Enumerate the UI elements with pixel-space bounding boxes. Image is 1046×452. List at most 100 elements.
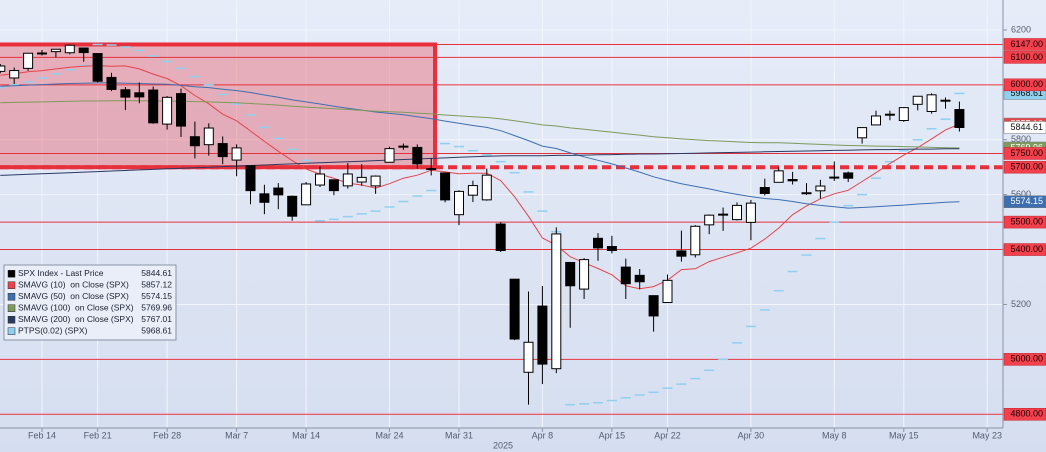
candle-body [481, 174, 492, 201]
legend-value: 5574.15 [141, 291, 172, 301]
candle-body [134, 92, 145, 98]
candle-body [259, 193, 270, 203]
legend-box [3, 264, 177, 341]
candle-body [92, 53, 103, 82]
candle-body [912, 95, 923, 105]
y-tick-label: 6200 [1011, 24, 1031, 34]
legend: SPX Index - Last Price 5844.61 SMAVG (10) … [3, 264, 177, 341]
candle-body [454, 190, 464, 216]
candle-body [551, 233, 562, 370]
candle-body [857, 127, 868, 139]
candle-body [162, 96, 173, 125]
moving-average-line [0, 148, 960, 176]
candle-body [801, 192, 812, 195]
level-box [1003, 147, 1046, 160]
candle-body [440, 172, 451, 201]
level-label: 5400.00 [1010, 244, 1043, 254]
legend-value: 5857.12 [141, 280, 172, 290]
candle-body [203, 127, 214, 146]
plot-area [0, 0, 1003, 428]
candle-body [120, 89, 131, 98]
level-label: 6100.00 [1010, 52, 1043, 62]
x-tick-label: Apr 22 [654, 430, 681, 440]
candle-body [898, 107, 909, 122]
candle-body [426, 168, 437, 171]
candle-body [356, 176, 367, 183]
candle-body [176, 93, 186, 127]
x-tick-label: Feb 21 [84, 430, 112, 440]
legend-value: 5767.01 [141, 314, 172, 324]
legend-swatch [7, 281, 16, 289]
candle-body [315, 173, 325, 186]
level-box [1003, 78, 1046, 92]
moving-average-line [0, 100, 960, 149]
x-tick-label: May 23 [972, 430, 1002, 440]
legend-value: 5769.96 [141, 303, 172, 313]
candle-body [509, 278, 520, 340]
value-box-label: 5844.61 [1010, 122, 1043, 132]
candle-body [398, 145, 409, 148]
candle-body [467, 185, 478, 196]
candle-body [718, 213, 729, 216]
candle-body [579, 259, 590, 290]
candle-body [634, 274, 645, 283]
candle-body [495, 223, 506, 252]
candle-body [871, 115, 881, 126]
candle-body [342, 173, 353, 187]
candle-body [50, 48, 61, 53]
level-label: 6147.00 [1010, 39, 1043, 49]
candle-body [231, 147, 242, 161]
candle-body [787, 179, 798, 182]
candle-body [745, 202, 756, 223]
y-tick-label: 5200 [1011, 299, 1031, 309]
candle-body [606, 246, 617, 251]
value-box [1003, 121, 1046, 134]
level-label: 4800.00 [1010, 409, 1043, 419]
candle-body [954, 109, 965, 128]
x-tick-label: Apr 15 [599, 430, 626, 440]
value-box [1003, 195, 1046, 208]
level-label: 5000.00 [1010, 354, 1043, 364]
candle-body [23, 52, 34, 69]
candle-body [273, 187, 284, 196]
candle-body [593, 237, 603, 249]
candle-body [843, 172, 854, 179]
candle-body [565, 261, 576, 287]
candle-body [704, 214, 715, 226]
y-tick-label: 5600 [1011, 189, 1031, 199]
legend-label: SMAVG (200) on Close (SPX) [18, 314, 134, 324]
candle-body [676, 250, 687, 257]
legend-swatch [7, 304, 16, 312]
candle-body [287, 195, 298, 217]
candle-body [328, 179, 339, 192]
legend-label: SMAVG (10) on Close (SPX) [18, 280, 129, 290]
candle-body [829, 176, 840, 179]
candle-body [64, 44, 75, 54]
candle-body [537, 305, 548, 365]
candle-body [662, 279, 673, 304]
candle-body [106, 76, 117, 90]
candle-body [690, 225, 701, 256]
candle-body [9, 70, 20, 79]
candle-body [523, 341, 534, 373]
legend-label: SMAVG (100) on Close (SPX) [18, 303, 134, 313]
level-box [1003, 160, 1046, 174]
candle-body [773, 170, 784, 183]
candle-body [78, 47, 89, 54]
candle-body [732, 204, 742, 221]
level-label: 5500.00 [1010, 216, 1043, 226]
legend-swatch [7, 293, 16, 301]
level-box [1003, 353, 1046, 366]
level-box [1003, 243, 1046, 256]
x-tick-label: Mar 14 [292, 430, 320, 440]
value-box-label: 5574.15 [1010, 196, 1043, 206]
level-box [1003, 51, 1046, 64]
x-tick-label: May 15 [889, 430, 919, 440]
x-tick-label: Mar 24 [375, 430, 403, 440]
level-label: 5750.00 [1010, 148, 1043, 158]
moving-average-line [0, 82, 960, 209]
level-box [1003, 38, 1046, 51]
x-tick-label: Apr 8 [532, 430, 554, 440]
